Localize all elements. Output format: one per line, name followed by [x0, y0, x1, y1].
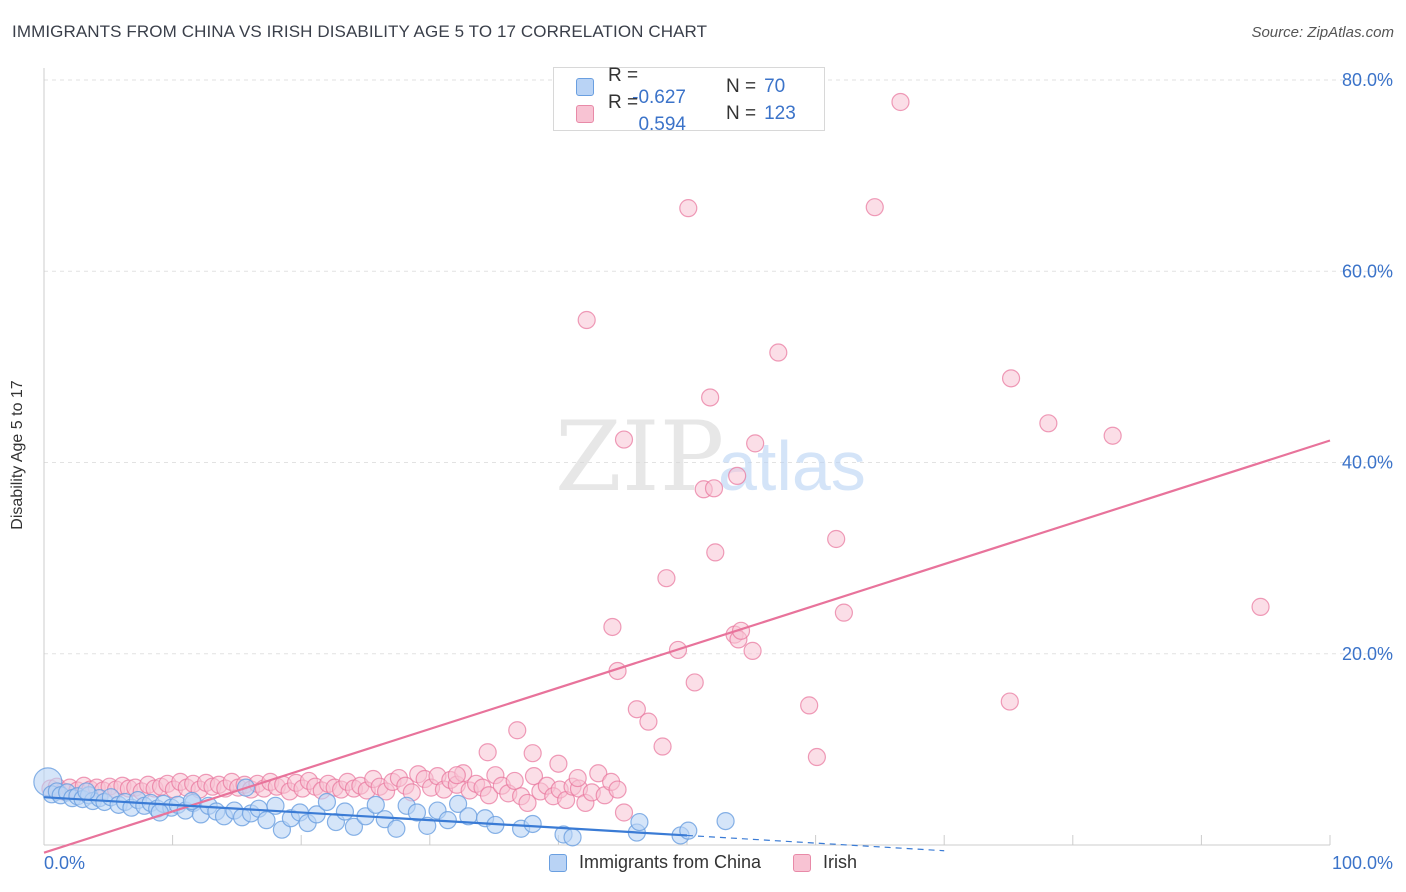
data-point-china	[716, 811, 735, 831]
data-point-irish	[505, 771, 524, 791]
legend-r-value-china: -0.627	[632, 87, 686, 108]
y-tick-label: 60.0%	[1342, 261, 1393, 281]
data-point-irish	[479, 786, 499, 805]
data-point-china	[317, 792, 337, 812]
data-point-china	[366, 795, 385, 814]
data-point-irish	[577, 310, 596, 330]
data-point-china	[257, 811, 276, 830]
legend-n-value-irish: 123	[764, 103, 796, 124]
watermark-atlas: atlas	[718, 427, 866, 505]
data-point-china	[77, 782, 96, 801]
data-point-irish	[614, 803, 634, 822]
y-tick-label: 80.0%	[1342, 70, 1393, 90]
data-point-irish	[1039, 414, 1058, 433]
legend-swatch-china	[548, 853, 567, 872]
legend-row-china: R =-0.627 N = 70	[576, 65, 786, 108]
data-point-irish	[523, 744, 542, 763]
data-point-irish	[614, 430, 634, 449]
data-point-irish	[807, 747, 826, 767]
data-point-irish	[685, 673, 704, 692]
data-point-irish	[589, 764, 608, 783]
data-point-irish	[518, 793, 537, 813]
source-credit: Source: ZipAtlas.com	[1251, 24, 1394, 41]
data-point-irish	[701, 388, 720, 407]
trendline-china	[43, 796, 688, 837]
legend-r-value-irish: 0.594	[638, 114, 686, 135]
data-point-irish	[478, 743, 497, 762]
watermark-zip: ZIP	[555, 401, 724, 513]
x-tick-label: 100.0%	[1332, 853, 1393, 873]
trendline-china-extension	[686, 834, 945, 852]
data-point-irish	[834, 603, 853, 622]
data-point-irish	[657, 569, 676, 588]
legend-label-china: Immigrants from China	[578, 852, 762, 872]
legend-n-label: N =	[726, 76, 757, 97]
legend-n-label: N =	[726, 103, 757, 124]
legend-item-china[interactable]: Immigrants from China	[548, 852, 762, 873]
data-point-irish	[1251, 597, 1270, 616]
data-point-irish	[827, 529, 846, 549]
legend-item-irish[interactable]: Irish	[793, 852, 857, 873]
legend-label-irish: Irish	[823, 852, 858, 872]
legend-swatch-irish	[576, 105, 594, 123]
data-point-irish	[608, 780, 627, 799]
legend-series: Immigrants from China Irish	[0, 852, 1406, 873]
legend-r-label: R =	[608, 92, 639, 113]
x-tick-label: 0.0%	[44, 853, 85, 873]
data-point-irish	[731, 621, 751, 640]
data-point-irish	[679, 199, 698, 218]
data-point-irish	[800, 696, 819, 715]
y-axis-label: Disability Age 5 to 17	[9, 380, 26, 530]
data-point-irish	[603, 617, 622, 637]
data-point-irish	[627, 700, 646, 719]
legend-swatch-irish	[793, 853, 812, 872]
data-point-china	[418, 816, 437, 835]
data-point-china	[344, 817, 364, 836]
data-point-china	[387, 819, 406, 838]
chart-title: IMMIGRANTS FROM CHINA VS IRISH DISABILIT…	[12, 22, 708, 41]
data-point-irish	[653, 737, 672, 756]
data-point-irish	[769, 343, 788, 362]
data-point-irish	[728, 466, 747, 485]
legend-row-irish: R =0.594 N = 123	[576, 92, 796, 135]
legend-r-label: R =	[608, 65, 639, 86]
data-point-china	[679, 821, 698, 840]
data-point-irish	[706, 543, 725, 562]
data-point-irish	[743, 641, 762, 660]
data-point-china	[448, 794, 468, 813]
watermark: ZIP atlas	[555, 401, 866, 513]
legend-n-value-china: 70	[764, 76, 786, 97]
data-point-irish	[639, 712, 658, 731]
data-point-irish	[524, 767, 544, 786]
trendline-irish	[43, 439, 1331, 854]
data-point-china	[407, 803, 427, 822]
data-point-irish	[704, 479, 724, 498]
data-point-irish	[1103, 426, 1122, 445]
legend-stats: R =-0.627 N = 70 R =0.594 N = 123	[553, 65, 825, 135]
y-tick-label: 40.0%	[1342, 453, 1393, 473]
data-point-irish	[447, 766, 466, 785]
data-point-china	[630, 812, 649, 832]
y-tick-label: 20.0%	[1342, 644, 1393, 664]
data-point-china	[563, 828, 582, 847]
data-point-irish	[1000, 692, 1019, 711]
data-point-irish	[865, 198, 884, 217]
data-point-irish	[549, 754, 568, 773]
data-point-irish	[891, 92, 910, 112]
data-point-irish	[508, 721, 527, 740]
data-point-china	[335, 802, 355, 821]
data-point-irish	[568, 768, 587, 788]
data-point-irish	[746, 434, 765, 453]
data-point-china	[523, 814, 542, 834]
legend-swatch-china	[576, 78, 594, 96]
data-point-irish	[1001, 369, 1021, 388]
